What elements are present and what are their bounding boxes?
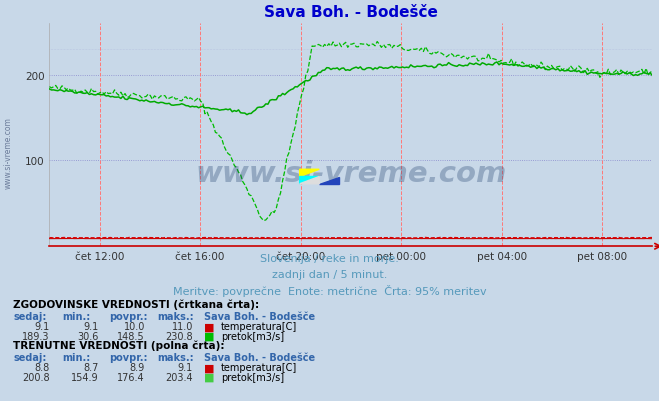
Text: Meritve: povprečne  Enote: metrične  Črta: 95% meritev: Meritve: povprečne Enote: metrične Črta:… bbox=[173, 285, 486, 297]
Text: 148.5: 148.5 bbox=[117, 331, 145, 341]
Text: povpr.:: povpr.: bbox=[109, 352, 147, 362]
Text: 203.4: 203.4 bbox=[165, 372, 193, 382]
Text: www.si-vreme.com: www.si-vreme.com bbox=[3, 117, 13, 188]
Text: 9.1: 9.1 bbox=[34, 322, 49, 332]
Text: 189.3: 189.3 bbox=[22, 331, 49, 341]
Text: 200.8: 200.8 bbox=[22, 372, 49, 382]
Text: pretok[m3/s]: pretok[m3/s] bbox=[221, 372, 284, 382]
Text: 9.1: 9.1 bbox=[178, 363, 193, 373]
Text: Sava Boh. - Bodešče: Sava Boh. - Bodešče bbox=[204, 352, 316, 362]
Title: Sava Boh. - Bodešče: Sava Boh. - Bodešče bbox=[264, 5, 438, 20]
Text: 8.9: 8.9 bbox=[130, 363, 145, 373]
Text: 10.0: 10.0 bbox=[124, 322, 145, 332]
Polygon shape bbox=[300, 177, 319, 184]
Text: min.:: min.: bbox=[63, 311, 91, 321]
Text: povpr.:: povpr.: bbox=[109, 311, 147, 321]
Text: ■: ■ bbox=[204, 372, 215, 382]
Text: min.:: min.: bbox=[63, 352, 91, 362]
Text: 176.4: 176.4 bbox=[117, 372, 145, 382]
Text: Sava Boh. - Bodešče: Sava Boh. - Bodešče bbox=[204, 311, 316, 321]
Polygon shape bbox=[300, 170, 319, 177]
Text: sedaj:: sedaj: bbox=[13, 311, 47, 321]
Text: maks.:: maks.: bbox=[157, 352, 194, 362]
Text: 8.7: 8.7 bbox=[84, 363, 99, 373]
Text: TRENUTNE VREDNOSTI (polna črta):: TRENUTNE VREDNOSTI (polna črta): bbox=[13, 340, 225, 350]
Text: 30.6: 30.6 bbox=[78, 331, 99, 341]
Text: Slovenija / reke in morje.: Slovenija / reke in morje. bbox=[260, 253, 399, 263]
Text: 9.1: 9.1 bbox=[84, 322, 99, 332]
Text: 11.0: 11.0 bbox=[172, 322, 193, 332]
Text: sedaj:: sedaj: bbox=[13, 352, 47, 362]
Text: maks.:: maks.: bbox=[157, 311, 194, 321]
Polygon shape bbox=[300, 177, 319, 184]
Text: temperatura[C]: temperatura[C] bbox=[221, 363, 297, 373]
Text: pretok[m3/s]: pretok[m3/s] bbox=[221, 331, 284, 341]
Text: ZGODOVINSKE VREDNOSTI (črtkana črta):: ZGODOVINSKE VREDNOSTI (črtkana črta): bbox=[13, 299, 259, 309]
Text: zadnji dan / 5 minut.: zadnji dan / 5 minut. bbox=[272, 269, 387, 279]
Text: 154.9: 154.9 bbox=[71, 372, 99, 382]
Text: ■: ■ bbox=[204, 322, 215, 332]
Text: ■: ■ bbox=[204, 363, 215, 373]
Text: www.si-vreme.com: www.si-vreme.com bbox=[195, 159, 507, 187]
Polygon shape bbox=[319, 177, 339, 184]
Text: temperatura[C]: temperatura[C] bbox=[221, 322, 297, 332]
Text: 230.8: 230.8 bbox=[165, 331, 193, 341]
Text: ■: ■ bbox=[204, 331, 215, 341]
Text: 8.8: 8.8 bbox=[34, 363, 49, 373]
